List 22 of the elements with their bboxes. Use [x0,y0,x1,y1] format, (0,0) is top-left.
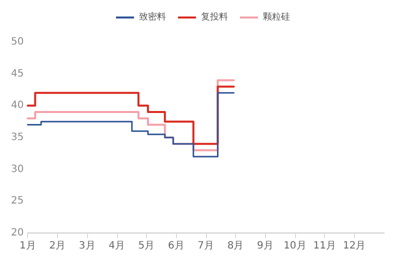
x-tick-label: 11月 [313,240,336,252]
y-tick-label: 25 [10,196,24,207]
x-tick-label: 5月 [138,240,155,252]
y-tick-label: 35 [10,132,24,143]
x-tick-label: 12月 [342,240,366,252]
x-tick-label: 2月 [49,240,66,252]
y-tick-label: 50 [10,36,24,48]
x-tick-label: 8月 [227,240,244,252]
legend-label: 致密料 [139,12,166,22]
x-tick-label: 4月 [108,240,125,252]
y-tick-label: 45 [10,68,24,80]
x-tick-label: 6月 [168,240,184,252]
y-tick-label: 40 [10,100,24,112]
x-tick-label: 3月 [78,240,96,252]
y-tick-label: 30 [10,164,24,175]
x-tick-label: 10月 [284,240,306,252]
legend-label: 颗粒硅 [263,12,290,22]
x-tick-label: 1月 [20,240,36,252]
y-tick-label: 20 [10,228,24,238]
legend-label: 复投料 [201,12,228,22]
x-tick-label: 7月 [198,240,214,252]
x-tick-label: 9月 [257,240,274,252]
